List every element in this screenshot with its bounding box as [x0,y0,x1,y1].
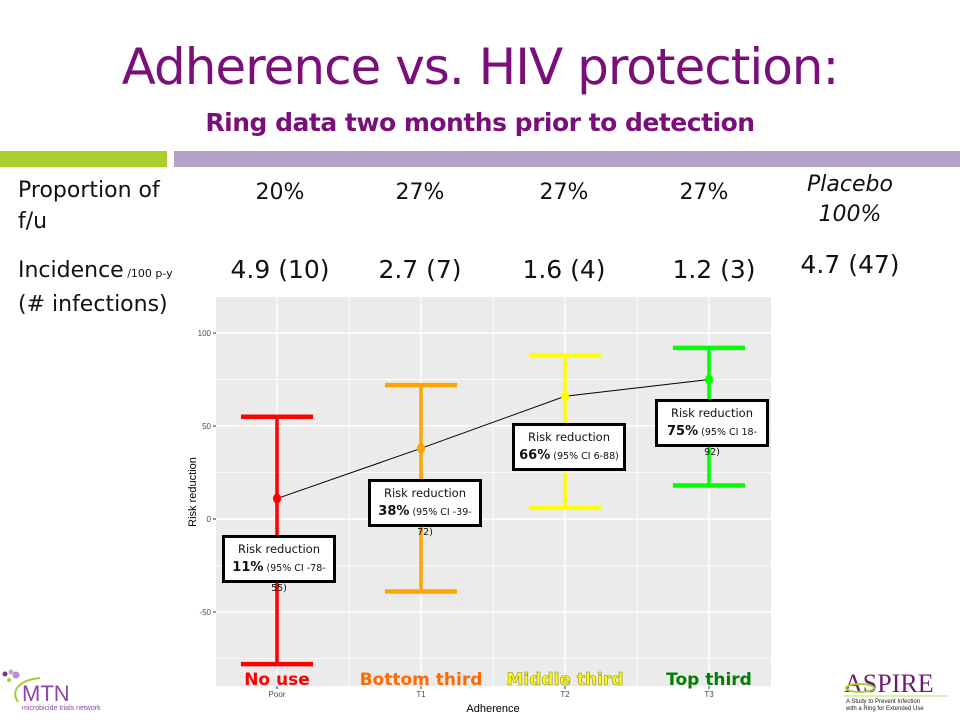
aspire-logo: ASPIRE A Study to Prevent Infection with… [844,669,948,712]
aspire-tagline-1: A Study to Prevent Infection [846,699,920,705]
mtn-dot [2,671,8,677]
mtn-logo-name: MTN [22,681,70,706]
x-tick-label: T1 [416,690,426,699]
annotation-title: Risk reduction [384,486,466,500]
annotation-value: 11% [232,560,264,575]
x-tick-label: T2 [560,690,570,699]
proportion-label-line1: Proportion of [18,178,160,203]
annotation-title: Risk reduction [238,542,320,556]
mtn-dot [7,678,11,682]
annotation-ci: (95% CI -78-55) [263,563,326,594]
placebo-incidence: 4.7 (47) [800,250,900,279]
proportion-cell: 27% [679,180,729,205]
aspire-ring [845,683,875,693]
category-label: Bottom third [360,670,483,690]
y-tick-label: -50 [199,608,211,617]
annotation-value: 38% [378,504,410,519]
y-tick-label: 50 [202,422,211,431]
proportion-cell: 27% [539,180,589,205]
annotation-title: Risk reduction [528,430,610,444]
plot-panel [216,297,771,686]
placebo-column: Placebo 100% 4.7 (47) [790,170,910,280]
x-tick-label: T3 [704,690,714,699]
placebo-label: Placebo [807,172,893,197]
data-point [705,374,713,385]
aspire-tagline-2: with a Ring for Extended Use [845,706,924,712]
incidence-label-line2: (# infections) [18,292,168,317]
slide-title: Adherence vs. HIV protection: [121,38,840,96]
mtn-logo-tagline: microbicide trials network [22,705,101,712]
category-label: No use [244,670,310,690]
mtn-dot [12,671,20,679]
incidence-cell: 2.7 (7) [378,255,462,284]
x-axis-label: Adherence [466,703,519,715]
annotation-ci: (95% CI 6-88) [550,451,619,462]
data-point [273,493,281,504]
placebo-proportion: 100% [818,202,882,227]
category-label: Middle third [507,670,624,690]
incidence-label: Incidence /100 p-y (# infections) [18,255,173,320]
axis-ticks: 100 50 0 -50 Poor T1 T2 T3 [198,329,715,699]
data-point [561,391,569,402]
risk-reduction-annotation: Risk reduction 66% (95% CI 6-88) [512,423,626,471]
annotation-value-line: 75% (95% CI 18-92) [662,422,762,462]
incidence-cell: 1.6 (4) [522,255,606,284]
mtn-dot [8,669,14,675]
incidence-cell: 4.9 (10) [230,255,330,284]
risk-reduction-annotation: Risk reduction 38% (95% CI -39-72) [368,479,482,538]
proportion-label-line2: f/u [18,209,48,234]
annotation-value-line: 66% (95% CI 6-88) [519,446,619,466]
annotation-ci: (95% CI -39-72) [409,507,472,538]
accent-bar-green [0,151,167,167]
annotation-value: 66% [519,448,551,463]
annotation-ci: (95% CI 18-92) [698,427,757,458]
proportion-cell: 20% [255,180,305,205]
proportion-cell: 27% [395,180,445,205]
data-point [417,443,425,454]
mtn-swoosh [14,677,41,703]
trend-line [276,379,710,500]
accent-bar-purple [174,151,960,167]
annotation-value-line: 38% (95% CI -39-72) [375,502,475,542]
annotation-value-line: 11% (95% CI -78-55) [229,558,329,598]
risk-reduction-annotation: Risk reduction 75% (95% CI 18-92) [655,399,769,458]
incidence-label-main: Incidence [18,258,124,283]
annotation-value: 75% [667,424,699,439]
category-label: Top third [666,670,752,690]
y-tick-label: 100 [198,329,212,338]
category-labels: No use Bottom third Middle third Top third [244,670,752,691]
mtn-logo: MTN microbicide trials network [2,669,101,712]
x-tick-label: Poor [269,690,286,699]
slide-subtitle: Ring data two months prior to detection [205,108,755,137]
y-tick-label: 0 [207,515,212,524]
incidence-label-unit: /100 p-y [123,267,173,280]
risk-reduction-annotation: Risk reduction 11% (95% CI -78-55) [222,535,336,594]
annotation-title: Risk reduction [671,406,753,420]
y-axis-label: Risk reduction [187,457,199,527]
proportion-label: Proportion of f/u [18,175,160,237]
incidence-cell: 1.2 (3) [672,255,756,284]
